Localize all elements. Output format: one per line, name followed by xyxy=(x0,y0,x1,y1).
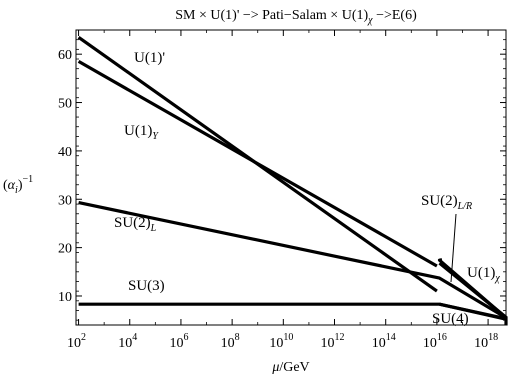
x-tick-label: 104 xyxy=(118,332,137,351)
y-axis-label: (αi)−1 xyxy=(3,174,33,196)
series-label-u-1-y: U(1)Y xyxy=(124,123,159,142)
axis-ticks: 10 20 30 40 50 60 102 104 106 108 1010 1012 1014 1016… xyxy=(58,29,506,351)
x-tick-label: 1010 xyxy=(269,332,293,351)
x-tick-label: 106 xyxy=(169,332,188,351)
y-tick-label: 40 xyxy=(58,145,72,160)
x-tick-label: 102 xyxy=(67,332,86,351)
series-label-u-1: U(1)' xyxy=(134,50,165,66)
y-tick-label: 30 xyxy=(58,193,72,208)
series-label-su-2-l: SU(2)L xyxy=(114,215,157,234)
x-tick-label: 1012 xyxy=(321,332,345,351)
x-tick-label: 1016 xyxy=(423,332,447,351)
series-label-su-2-l-r: SU(2)L/R xyxy=(421,193,472,212)
x-tick-label: 1018 xyxy=(474,332,498,351)
y-tick-label: 60 xyxy=(58,48,72,63)
su2lr-callout-line xyxy=(450,213,457,283)
plot-frame xyxy=(75,29,507,326)
y-tick-label: 10 xyxy=(58,290,72,305)
series-label-su-3: SU(3) xyxy=(128,278,165,294)
x-axis-label: μ/GeV xyxy=(271,360,309,375)
series-line-u-1 xyxy=(437,258,508,319)
x-tick-label: 108 xyxy=(221,332,240,351)
series-labels: U(1)' U(1)Y SU(2)L SU(3) SU(2)L/R U(1)χ SU(4) xyxy=(114,50,500,327)
series-lines xyxy=(77,35,508,326)
series-line-u-1-y xyxy=(77,60,438,268)
series-label-su-4: SU(4) xyxy=(432,311,469,327)
chart-title: SM × U(1)' −> Pati−Salam × U(1)χ −>E(6) xyxy=(175,8,417,26)
y-tick-label: 20 xyxy=(58,242,72,257)
series-line-su-2-l xyxy=(78,201,507,320)
y-tick-label: 50 xyxy=(58,97,72,112)
x-tick-label: 1014 xyxy=(372,332,396,351)
series-label-u-1: U(1)χ xyxy=(467,265,500,284)
label-callouts xyxy=(450,213,457,283)
series-line-su-4 xyxy=(439,302,507,321)
